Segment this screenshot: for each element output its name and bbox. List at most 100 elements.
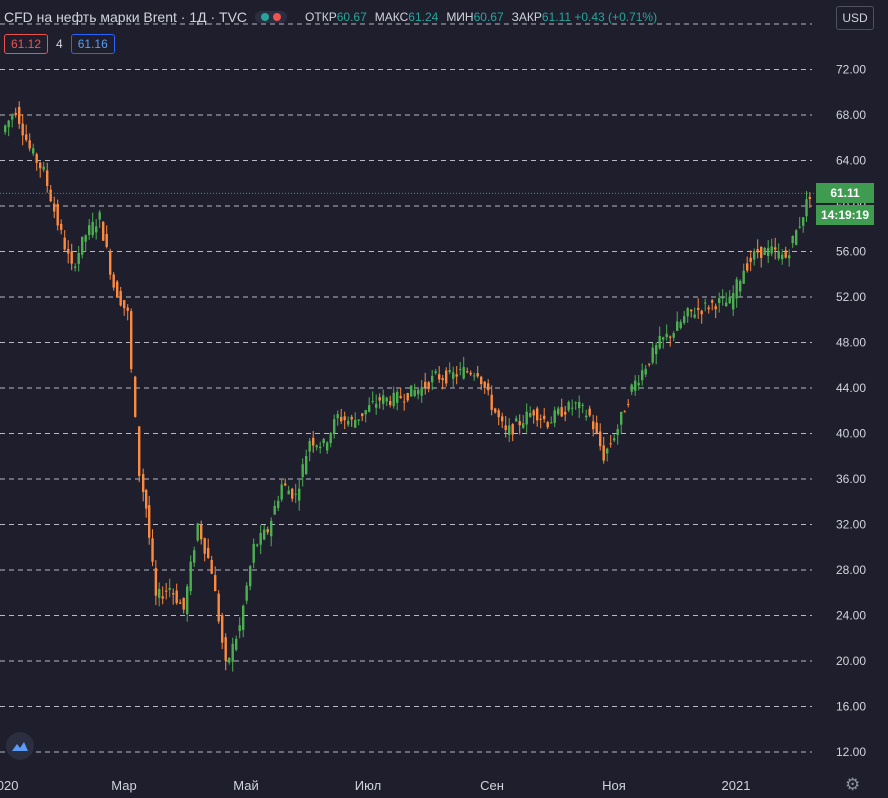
candle-body <box>784 250 787 258</box>
candle-body <box>207 547 210 558</box>
candle-body <box>357 419 360 421</box>
candle-body <box>473 375 476 377</box>
candle-body <box>732 293 735 310</box>
candle-body <box>138 426 141 476</box>
candle-body <box>53 203 56 212</box>
candle-body <box>431 375 434 383</box>
candle-body <box>25 134 28 140</box>
candle-body <box>210 559 213 574</box>
candle-body <box>182 597 185 610</box>
candle-body <box>683 316 686 323</box>
candle-body <box>711 300 714 303</box>
candle-body <box>746 263 749 271</box>
candle-body <box>11 116 14 120</box>
candle-body <box>221 615 224 643</box>
candle-body <box>704 302 707 304</box>
x-tick-label: Июл <box>355 778 381 793</box>
currency-button[interactable]: USD <box>836 6 874 30</box>
candle-body <box>301 464 304 478</box>
candle-body <box>494 408 497 413</box>
candle-body <box>284 483 287 486</box>
candle-body <box>200 524 203 540</box>
candle-body <box>777 251 780 259</box>
candle-body <box>557 408 560 415</box>
candle-body <box>168 587 171 590</box>
candle-body <box>42 166 45 170</box>
candle-body <box>529 413 532 417</box>
candle-body <box>620 411 623 425</box>
candle-body <box>662 337 665 340</box>
candle-body <box>588 408 591 416</box>
candle-body <box>322 438 325 444</box>
candle-body <box>585 415 588 418</box>
candle-body <box>753 251 756 260</box>
candle-body <box>462 367 465 379</box>
candle-body <box>728 296 731 304</box>
candle-body <box>175 590 178 604</box>
candle-body <box>641 370 644 381</box>
candle-body <box>336 414 339 419</box>
candle-body <box>308 440 311 452</box>
market-status-indicator[interactable] <box>255 11 288 23</box>
candle-body <box>578 402 581 409</box>
candle-body <box>441 378 444 381</box>
candle-body <box>196 523 199 541</box>
candle-body <box>329 433 332 444</box>
candle-body <box>602 445 605 461</box>
candle-body <box>756 249 759 253</box>
candle-body <box>466 371 469 373</box>
candle-body <box>130 311 133 370</box>
candle-body <box>613 438 616 441</box>
candle-body <box>410 385 413 397</box>
candle-body <box>665 333 668 338</box>
candle-body <box>501 416 504 422</box>
candle-body <box>760 246 763 258</box>
candle-body <box>252 543 255 563</box>
candle-body <box>186 586 189 615</box>
candle-body <box>420 387 423 396</box>
candle-body <box>291 488 294 499</box>
candle-body <box>550 422 553 424</box>
gear-icon[interactable]: ⚙ <box>845 775 861 794</box>
candle-body <box>595 422 598 434</box>
candle-body <box>767 247 770 256</box>
candle-body <box>172 593 175 595</box>
buy-price-button[interactable]: 61.16 <box>70 34 115 54</box>
candle-body <box>361 413 364 417</box>
candle-body <box>543 415 546 420</box>
candle-body <box>242 605 245 630</box>
candle-body <box>364 410 367 415</box>
candle-body <box>560 407 563 417</box>
candle-body <box>14 112 17 116</box>
candle-body <box>102 221 105 241</box>
candle-body <box>644 368 647 375</box>
tradingview-logo-icon[interactable] <box>6 732 34 760</box>
candle-body <box>119 291 122 306</box>
candle-body <box>7 120 10 128</box>
candle-body <box>165 590 168 592</box>
candle-body <box>525 411 528 425</box>
candle-body <box>739 280 742 292</box>
candle-body <box>259 532 262 545</box>
candle-body <box>476 373 479 377</box>
candle-body <box>49 189 52 202</box>
candle-body <box>616 429 619 436</box>
candle-body <box>214 575 217 592</box>
candle-body <box>564 411 567 415</box>
ohlc-close: ЗАКР61.11 +0.43 (+0.71%) <box>511 10 658 24</box>
candle-body <box>781 254 784 260</box>
candle-body <box>480 376 483 385</box>
symbol-title[interactable]: CFD на нефть марки Brent · 1Д · TVC <box>4 9 248 25</box>
candle-body <box>627 403 630 405</box>
candle-body <box>354 419 357 428</box>
y-tick-label: 28.00 <box>836 563 866 577</box>
candle-body <box>350 416 353 420</box>
candle-body <box>634 380 637 391</box>
candle-body <box>805 199 808 217</box>
candle-body <box>592 421 595 430</box>
candle-body <box>658 335 661 349</box>
candle-body <box>98 212 101 220</box>
candle-body <box>707 307 710 310</box>
sell-price-button[interactable]: 61.12 <box>4 34 49 54</box>
